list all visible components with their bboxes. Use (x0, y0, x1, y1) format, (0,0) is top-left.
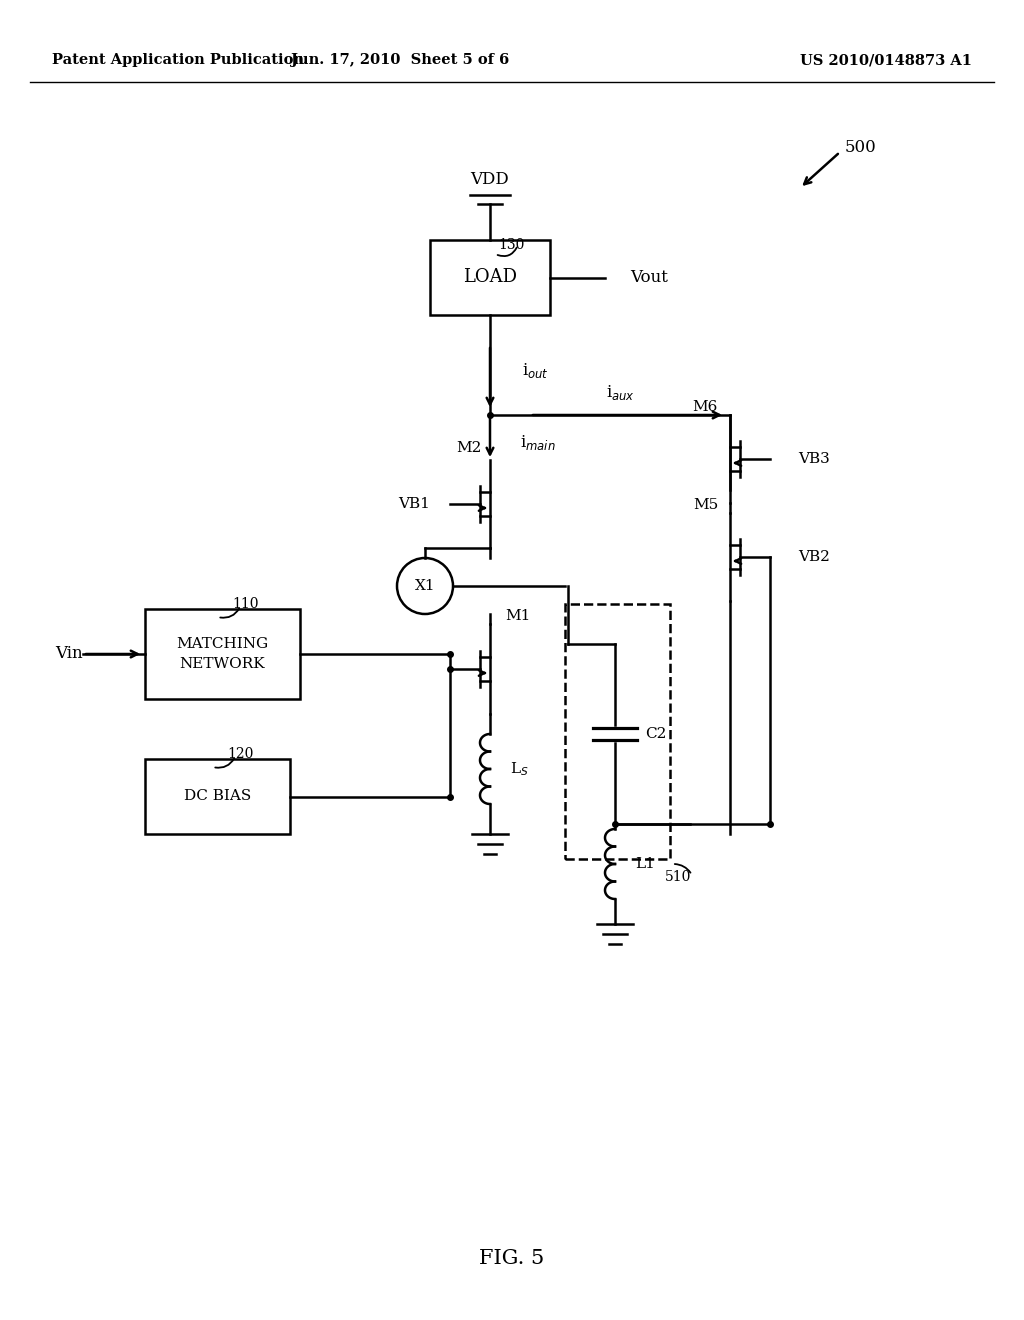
Bar (430, 240, 550, 315)
Text: i$_{aux}$: i$_{aux}$ (605, 384, 635, 403)
Text: 500: 500 (845, 140, 877, 157)
Text: L1: L1 (635, 857, 655, 871)
Text: VDD: VDD (471, 172, 509, 189)
Text: 120: 120 (227, 747, 254, 762)
Bar (565, 605, 670, 859)
Text: Patent Application Publication: Patent Application Publication (52, 53, 304, 67)
Text: Vin: Vin (55, 645, 83, 663)
Text: M1: M1 (505, 609, 530, 623)
Text: LOAD: LOAD (463, 268, 517, 286)
Text: M5: M5 (693, 498, 718, 512)
Text: 130: 130 (498, 238, 524, 252)
Text: VB3: VB3 (798, 451, 829, 466)
Text: 110: 110 (232, 597, 259, 611)
Text: M6: M6 (692, 400, 718, 414)
Text: X1: X1 (415, 579, 435, 593)
Text: Jun. 17, 2010  Sheet 5 of 6: Jun. 17, 2010 Sheet 5 of 6 (291, 53, 509, 67)
Text: Vout: Vout (630, 269, 668, 286)
Text: DC BIAS: DC BIAS (184, 789, 251, 804)
Bar (145, 759, 290, 834)
Text: MATCHING: MATCHING (176, 638, 268, 651)
Text: NETWORK: NETWORK (179, 657, 265, 671)
Text: L$_S$: L$_S$ (510, 760, 528, 777)
Text: M2: M2 (457, 441, 482, 455)
Text: 510: 510 (665, 870, 691, 884)
Circle shape (397, 558, 453, 614)
Text: FIG. 5: FIG. 5 (479, 1249, 545, 1267)
Text: VB1: VB1 (398, 498, 430, 511)
Text: i$_{main}$: i$_{main}$ (520, 433, 556, 453)
Text: C2: C2 (645, 727, 667, 741)
Text: US 2010/0148873 A1: US 2010/0148873 A1 (800, 53, 972, 67)
Bar (145, 609, 300, 700)
Text: i$_{out}$: i$_{out}$ (522, 360, 549, 380)
Text: VB2: VB2 (798, 550, 829, 564)
